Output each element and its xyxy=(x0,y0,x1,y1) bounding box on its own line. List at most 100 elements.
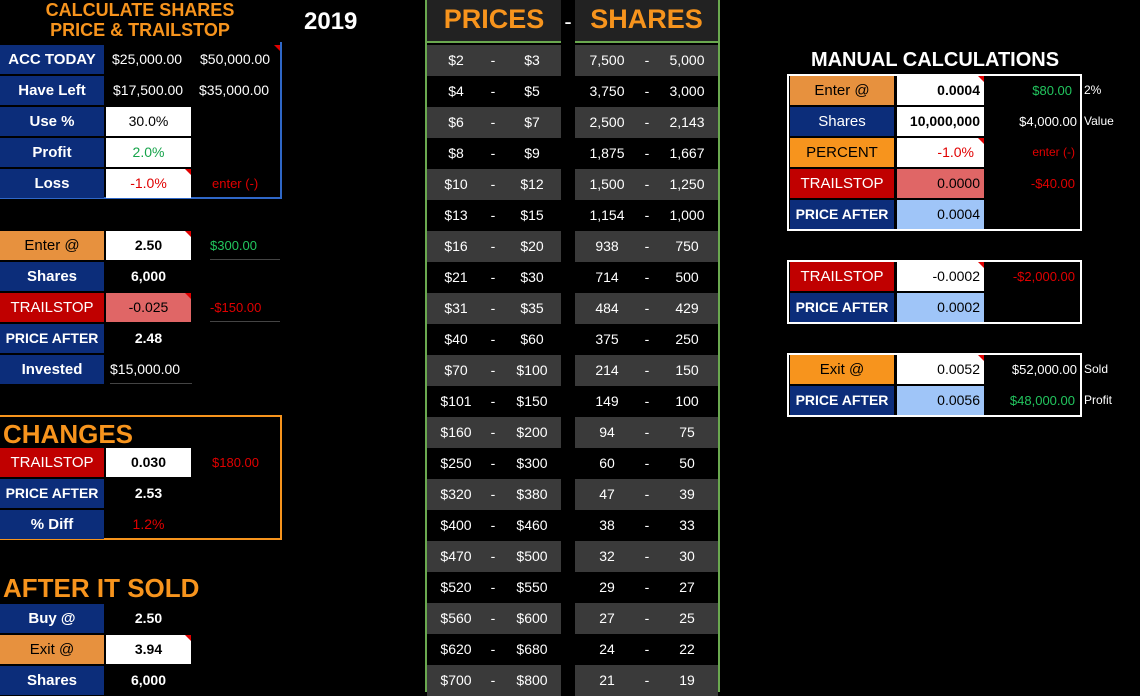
shares-high: 250 xyxy=(675,331,699,347)
enter-amount: $300.00 xyxy=(210,231,280,260)
diff-label: % Diff xyxy=(0,510,104,539)
exit-label: Exit @ xyxy=(0,635,104,664)
manual-ts2-amount: -$2,000.00 xyxy=(1012,269,1075,284)
price-high: $550 xyxy=(516,579,548,595)
price-high: $200 xyxy=(516,424,548,440)
price-cell-bg xyxy=(427,634,561,665)
price-cell-bg xyxy=(427,107,561,138)
price-high: $35 xyxy=(520,300,544,316)
shares-low: 47 xyxy=(599,486,615,502)
price-high: $380 xyxy=(516,486,548,502)
price-high: $100 xyxy=(516,362,548,378)
shares-high: 3,000 xyxy=(669,83,705,99)
table-row: $6 - $7 2,500 - 2,143 xyxy=(427,107,718,138)
price-high: $150 xyxy=(516,393,548,409)
table-row: $250 - $300 60 - 50 xyxy=(427,448,718,479)
changes-block xyxy=(0,415,282,540)
price-low: $160 xyxy=(440,424,472,440)
share-cell-bg xyxy=(575,386,718,417)
changes-price-after-value: 2.53 xyxy=(106,479,191,508)
acc-today-value-2[interactable]: $50,000.00 xyxy=(200,45,280,74)
shares-low: 94 xyxy=(599,424,615,440)
shares-dash: - xyxy=(644,610,650,626)
table-row: $13 - $15 1,154 - 1,000 xyxy=(427,200,718,231)
price-dash: - xyxy=(490,641,496,657)
manual-price-after-value: 0.0004 xyxy=(897,200,984,229)
price-low: $620 xyxy=(440,641,472,657)
table-row: $560 - $600 27 - 25 xyxy=(427,603,718,634)
profit-input[interactable]: 2.0% xyxy=(106,138,191,167)
shares-high: 25 xyxy=(679,610,695,626)
buy-label: Buy @ xyxy=(0,604,104,633)
price-cell-bg xyxy=(427,665,561,696)
shares-low: 32 xyxy=(599,548,615,564)
price-low: $560 xyxy=(440,610,472,626)
manual-enter-input[interactable]: 0.0004 xyxy=(897,76,984,105)
price-dash: - xyxy=(490,114,496,130)
share-cell-bg xyxy=(575,293,718,324)
shares-dash: - xyxy=(644,486,650,502)
trailstop-input[interactable]: -0.025 xyxy=(106,293,191,322)
enter-input[interactable]: 2.50 xyxy=(106,231,191,260)
loss-input[interactable]: -1.0% xyxy=(106,169,191,198)
manual-shares-label: Shares xyxy=(790,107,894,136)
shares-low: 3,750 xyxy=(589,83,625,99)
prices-header xyxy=(427,0,561,43)
price-cell-bg xyxy=(427,262,561,293)
table-row: $40 - $60 375 - 250 xyxy=(427,324,718,355)
share-cell-bg xyxy=(575,572,718,603)
shares-dash: - xyxy=(644,114,650,130)
table-row: $320 - $380 47 - 39 xyxy=(427,479,718,510)
price-low: $40 xyxy=(444,331,468,347)
price-cell-bg xyxy=(427,541,561,572)
shares-dash: - xyxy=(644,455,650,471)
manual-percent-label: PERCENT xyxy=(790,138,894,167)
share-cell-bg xyxy=(575,200,718,231)
share-cell-bg xyxy=(575,231,718,262)
table-row: $470 - $500 32 - 30 xyxy=(427,541,718,572)
price-cell-bg xyxy=(427,603,561,634)
manual-trailstop-amount: -$40.00 xyxy=(1030,176,1075,191)
buy-value: 2.50 xyxy=(106,604,191,633)
share-cell-bg xyxy=(575,169,718,200)
shares-dash: - xyxy=(644,331,650,347)
price-low: $8 xyxy=(448,145,464,161)
price-cell-bg xyxy=(427,355,561,386)
price-high: $800 xyxy=(516,672,548,688)
exit-input[interactable]: 3.94 xyxy=(106,635,191,664)
changes-trailstop-amount: $180.00 xyxy=(212,455,259,470)
shares-high: 1,667 xyxy=(669,145,705,161)
price-dash: - xyxy=(490,331,496,347)
shares-dash: - xyxy=(644,393,650,409)
price-cell-bg xyxy=(427,45,561,76)
price-high: $3 xyxy=(524,52,540,68)
shares-low: 375 xyxy=(595,331,619,347)
share-cell-bg xyxy=(575,479,718,510)
price-dash: - xyxy=(490,517,496,533)
profit-label: Profit xyxy=(0,138,104,167)
table-row: $16 - $20 938 - 750 xyxy=(427,231,718,262)
shares-low: 27 xyxy=(599,610,615,626)
shares-high: 1,000 xyxy=(669,207,705,223)
share-cell-bg xyxy=(575,541,718,572)
shares-dash: - xyxy=(644,176,650,192)
shares-dash: - xyxy=(644,641,650,657)
manual-exit-input[interactable]: 0.0052 xyxy=(897,355,984,384)
table-row: $8 - $9 1,875 - 1,667 xyxy=(427,138,718,169)
price-dash: - xyxy=(490,455,496,471)
changes-trailstop-input[interactable]: 0.030 xyxy=(106,448,191,477)
share-cell-bg xyxy=(575,138,718,169)
price-high: $460 xyxy=(516,517,548,533)
manual-percent-input[interactable]: -1.0% xyxy=(897,138,984,167)
manual-ts2-input[interactable]: -0.0002 xyxy=(897,262,984,291)
use-percent-input[interactable]: 30.0% xyxy=(106,107,191,136)
manual-shares-input[interactable]: 10,000,000 xyxy=(897,107,984,136)
price-after-value: 2.48 xyxy=(106,324,191,353)
price-cell-bg xyxy=(427,479,561,510)
loss-hint: enter (-) xyxy=(212,176,259,191)
share-cell-bg xyxy=(575,324,718,355)
share-cell-bg xyxy=(575,76,718,107)
shares-low: 714 xyxy=(595,269,619,285)
trailstop-label: TRAILSTOP xyxy=(0,293,104,322)
shares-high: 27 xyxy=(679,579,695,595)
